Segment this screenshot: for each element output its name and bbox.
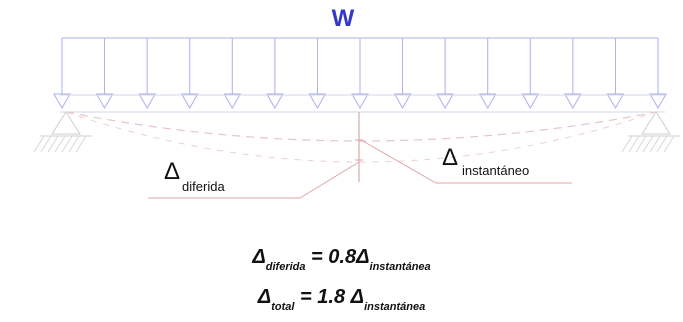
equation-total: Δtotal = 1.8 Δinstantánea — [0, 286, 683, 313]
load-arrow-head — [478, 93, 497, 110]
load-arrow-head — [606, 93, 625, 110]
deflected-shape-instantaneous — [65, 111, 657, 142]
left-support — [33, 111, 92, 153]
eq2-middle: = 1.8 Δ — [294, 286, 365, 308]
eq1-delta: Δ — [252, 246, 266, 268]
load-arrows — [53, 38, 667, 110]
eq2-delta: Δ — [257, 286, 272, 308]
delta-instantaneo-subscript: instantáneo — [462, 163, 530, 178]
right-support — [621, 111, 680, 153]
support-hatch — [663, 135, 675, 153]
load-arrow-head — [138, 93, 157, 110]
load-arrow-head — [521, 93, 540, 110]
load-label: W — [331, 5, 355, 32]
support-hatch — [40, 135, 52, 153]
load-arrow-head — [649, 93, 667, 110]
load-arrow-head — [180, 93, 199, 110]
delta-symbol: Δ — [164, 158, 181, 185]
load-arrow-head — [223, 93, 242, 110]
support-hatch — [54, 135, 66, 153]
support-hatch — [621, 135, 633, 153]
delta-symbol: Δ — [442, 144, 459, 171]
support-hatch — [68, 135, 80, 153]
support-hatch — [656, 135, 668, 153]
support-hatch — [75, 135, 87, 153]
load-arrow-head — [563, 93, 582, 110]
deflected-shape-long-term — [65, 111, 657, 163]
load-arrow-head — [53, 93, 71, 110]
load-arrow-head — [95, 93, 114, 110]
load-arrow-head — [308, 93, 327, 110]
leader-diferida — [148, 161, 360, 199]
support-hatch — [33, 135, 45, 153]
support-hatch — [61, 135, 73, 153]
leader-instantaneous — [360, 139, 572, 184]
eq1-middle: = 0.8Δ — [305, 246, 370, 268]
eq2-rhs-subscript: instantánea — [364, 301, 426, 313]
support-hatch — [47, 135, 59, 153]
load-arrow-head — [351, 93, 369, 110]
delta-diferida-label: Δdiferida — [164, 158, 225, 195]
support-hatch — [635, 135, 647, 153]
load-arrow-head — [265, 93, 284, 110]
load-arrow-head — [393, 93, 412, 110]
eq1-rhs-subscript: instantánea — [369, 261, 431, 273]
equation-diferida: Δdiferida = 0.8Δinstantánea — [0, 246, 683, 273]
support-hatch — [628, 135, 640, 153]
eq2-lhs-subscript: total — [271, 301, 295, 313]
support-hatch — [642, 135, 654, 153]
load-arrow-head — [436, 93, 455, 110]
eq1-lhs-subscript: diferida — [265, 261, 306, 273]
support-hatch — [649, 135, 661, 153]
delta-diferida-subscript: diferida — [182, 179, 225, 194]
